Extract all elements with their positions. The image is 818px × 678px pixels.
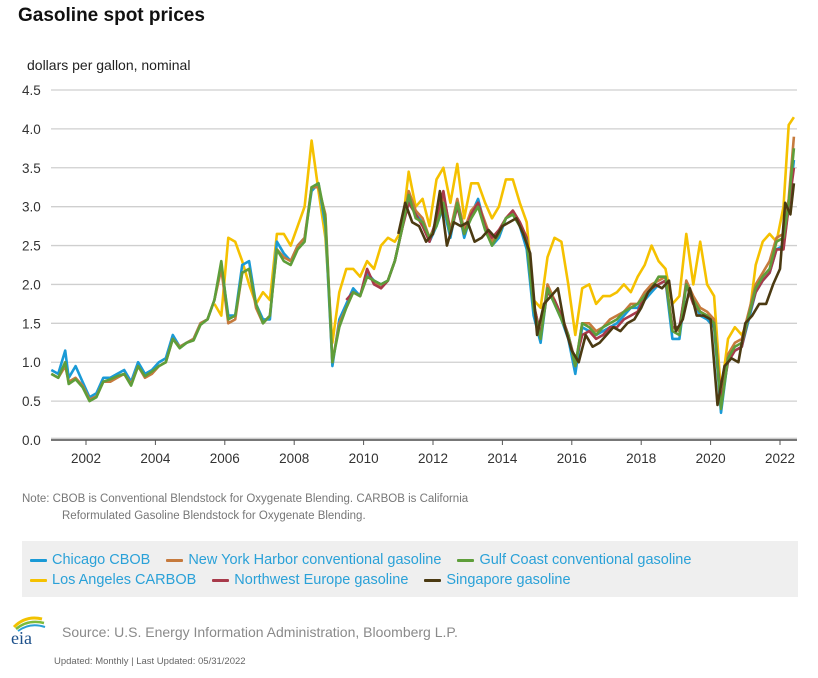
x-tick-label: 2014 xyxy=(487,451,518,466)
y-tick-label: 0.0 xyxy=(22,433,41,448)
svg-text:eia: eia xyxy=(11,628,32,647)
legend-row-2: Los Angeles CARBOB Northwest Europe gaso… xyxy=(30,570,798,590)
x-tick-label: 2002 xyxy=(71,451,101,466)
legend-swatch-new-york-harbor xyxy=(166,558,184,562)
legend-swatch-gulf-coast xyxy=(457,558,475,562)
y-tick-label: 4.5 xyxy=(22,83,41,98)
note-line-1: Note: CBOB is Conventional Blendstock fo… xyxy=(22,493,469,505)
x-tick-label: 2012 xyxy=(418,451,448,466)
series-line-gulf-coast-conventional-gasoline xyxy=(50,148,796,411)
y-tick-label: 2.5 xyxy=(22,239,41,254)
y-tick-label: 3.0 xyxy=(22,200,41,215)
source-text: Source: U.S. Energy Information Administ… xyxy=(62,624,458,640)
legend-swatch-northwest-europe xyxy=(212,578,230,582)
y-tick-label: 2.0 xyxy=(22,277,41,292)
note-line-2: Reformulated Gasoline Blendstock for Oxy… xyxy=(62,510,366,522)
legend-item-gulf-coast[interactable]: Gulf Coast conventional gasoline xyxy=(457,552,691,568)
y-tick-label: 1.5 xyxy=(22,316,41,331)
legend-row-1: Chicago CBOB New York Harbor conventiona… xyxy=(30,550,798,570)
gasoline-price-chart: 0.00.51.01.52.02.53.03.54.04.5 2002 2004 2… xyxy=(22,83,797,466)
x-tick-label: 2006 xyxy=(210,451,240,466)
legend-label: New York Harbor conventional gasoline xyxy=(188,552,442,568)
x-tick-label: 2008 xyxy=(279,451,309,466)
x-tick-label: 2004 xyxy=(140,451,171,466)
legend-label: Los Angeles CARBOB xyxy=(52,572,197,588)
legend-label: Northwest Europe gasoline xyxy=(234,572,409,588)
legend-item-new-york-harbor[interactable]: New York Harbor conventional gasoline xyxy=(166,552,441,568)
legend-label: Chicago CBOB xyxy=(52,552,151,568)
x-tick-label: 2018 xyxy=(626,451,656,466)
legend-swatch-los-angeles-carbob xyxy=(30,578,47,582)
x-axis-ticks: 2002 2004 2006 2008 2010 2012 2014 2016 2018 2020… xyxy=(71,440,795,466)
legend: Chicago CBOB New York Harbor conventiona… xyxy=(22,541,798,597)
updated-text: Updated: Monthly | Last Updated: 05/31/2… xyxy=(54,656,246,667)
y-axis-units-label: dollars per gallon, nominal xyxy=(27,57,191,73)
eia-logo-icon: eia xyxy=(11,616,46,647)
legend-label: Singapore gasoline xyxy=(446,572,571,588)
y-axis-ticks: 0.0 0.5 1.0 1.5 2.0 2.5 3.0 3.5 4.0 4.5 xyxy=(22,83,41,448)
chart-title: Gasoline spot prices xyxy=(18,5,205,26)
series-lines xyxy=(50,116,796,415)
legend-swatch-chicago-cbob xyxy=(30,558,47,562)
y-tick-label: 0.5 xyxy=(22,394,41,409)
legend-item-singapore[interactable]: Singapore gasoline xyxy=(424,572,571,588)
x-tick-label: 2010 xyxy=(349,451,379,466)
y-tick-label: 4.0 xyxy=(22,122,41,137)
x-tick-label: 2016 xyxy=(557,451,587,466)
x-axis xyxy=(51,437,797,441)
legend-swatch-singapore xyxy=(424,578,442,582)
y-tick-label: 3.5 xyxy=(22,161,41,176)
y-tick-label: 1.0 xyxy=(22,355,41,370)
legend-item-northwest-europe[interactable]: Northwest Europe gasoline xyxy=(212,572,408,588)
x-tick-label: 2022 xyxy=(765,451,795,466)
x-tick-label: 2020 xyxy=(696,451,726,466)
legend-item-los-angeles-carbob[interactable]: Los Angeles CARBOB xyxy=(30,572,196,588)
chart-note: Note: CBOB is Conventional Blendstock fo… xyxy=(22,491,468,525)
series-line-los-angeles-carbob xyxy=(213,116,795,395)
series-line-singapore-gasoline xyxy=(397,183,796,407)
legend-label: Gulf Coast conventional gasoline xyxy=(479,552,692,568)
legend-item-chicago-cbob[interactable]: Chicago CBOB xyxy=(30,552,150,568)
